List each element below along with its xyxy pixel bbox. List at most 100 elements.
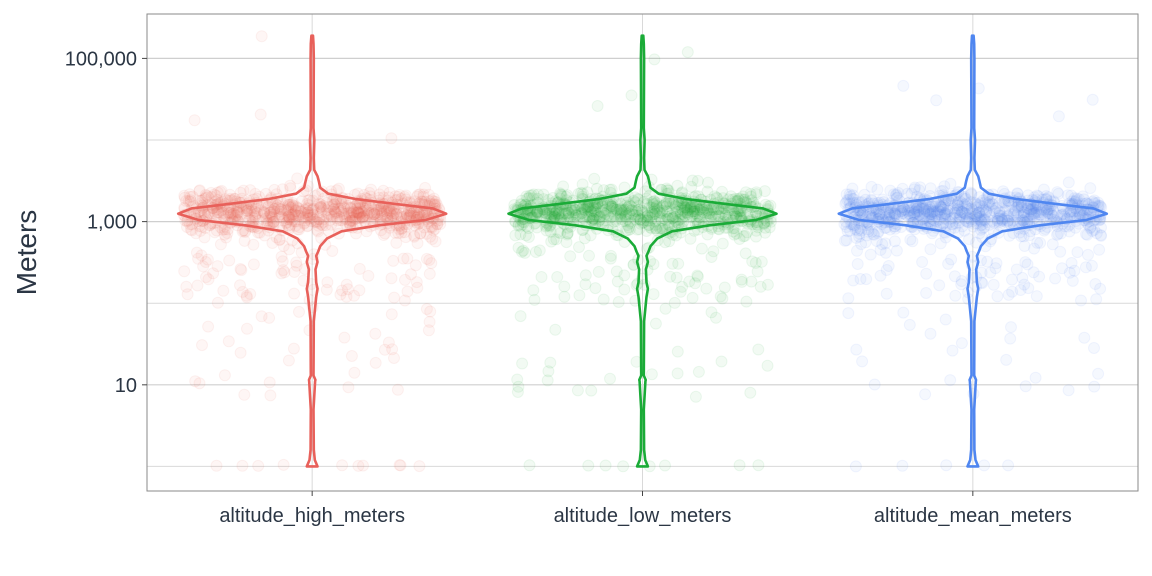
jitter-point xyxy=(593,201,606,214)
jitter-point xyxy=(267,215,280,228)
jitter-point xyxy=(559,207,572,220)
jitter-point xyxy=(329,205,342,218)
jitter-point xyxy=(662,212,674,225)
jitter-point xyxy=(951,202,964,215)
jitter-point xyxy=(1001,210,1014,223)
jitter-point xyxy=(291,223,304,236)
jitter-point xyxy=(336,459,349,472)
jitter-point xyxy=(301,206,314,219)
jitter-point xyxy=(1054,245,1067,258)
jitter-point xyxy=(557,180,570,193)
jitter-point xyxy=(340,278,353,291)
jitter-point xyxy=(989,262,1002,275)
jitter-point xyxy=(410,276,423,289)
jitter-point xyxy=(650,200,663,213)
jitter-point xyxy=(308,215,321,228)
jitter-point xyxy=(389,190,402,203)
jitter-point xyxy=(332,182,345,195)
jitter-point xyxy=(1024,205,1037,218)
jitter-point xyxy=(647,288,660,301)
jitter-point xyxy=(981,216,994,228)
jitter-point xyxy=(289,219,302,232)
jitter-point xyxy=(701,212,714,225)
jitter-point xyxy=(526,192,539,205)
jitter-point xyxy=(914,181,927,194)
jitter-point xyxy=(231,203,243,216)
jitter-point xyxy=(660,200,673,213)
jitter-point xyxy=(283,221,296,234)
jitter-point xyxy=(345,350,358,362)
jitter-point xyxy=(1077,193,1090,206)
jitter-point xyxy=(214,238,227,251)
jitter-point xyxy=(298,216,311,229)
jitter-point xyxy=(1029,371,1042,384)
jitter-point xyxy=(277,458,290,471)
jitter-point xyxy=(317,213,330,226)
jitter-point xyxy=(1012,200,1025,213)
jitter-point xyxy=(584,202,597,214)
jitter-point xyxy=(990,207,1003,220)
jitter-point xyxy=(995,213,1008,226)
jitter-point xyxy=(839,197,852,210)
jitter-point xyxy=(226,208,239,221)
jitter-point xyxy=(971,212,984,225)
jitter-point xyxy=(290,215,303,228)
jitter-point xyxy=(542,207,555,220)
jitter-point xyxy=(424,221,437,234)
jitter-point xyxy=(889,209,902,222)
jitter-point xyxy=(649,207,662,220)
jitter-point xyxy=(305,215,318,228)
jitter-point xyxy=(896,204,909,217)
jitter-point xyxy=(697,206,710,219)
jitter-point xyxy=(1040,204,1053,217)
jitter-point xyxy=(573,289,586,302)
jitter-point xyxy=(589,282,602,295)
jitter-point xyxy=(370,206,383,219)
jitter-point xyxy=(924,182,937,195)
jitter-point xyxy=(1009,204,1022,217)
jitter-point xyxy=(656,200,669,213)
jitter-point xyxy=(351,207,364,219)
jitter-point xyxy=(903,204,916,217)
jitter-point xyxy=(255,310,268,323)
jitter-point xyxy=(667,203,680,216)
jitter-point xyxy=(525,189,538,202)
jitter-point xyxy=(544,225,557,238)
jitter-point xyxy=(1088,194,1101,207)
jitter-point xyxy=(289,204,302,217)
jitter-point xyxy=(289,205,302,217)
jitter-point xyxy=(632,193,645,206)
jitter-point xyxy=(209,207,222,220)
jitter-point xyxy=(759,226,772,239)
jitter-point xyxy=(356,211,369,224)
jitter-point xyxy=(235,264,248,277)
jitter-point xyxy=(618,283,631,296)
jitter-point xyxy=(401,252,414,265)
jitter-point xyxy=(928,205,941,218)
jitter-point xyxy=(1030,206,1043,219)
jitter-point xyxy=(915,202,928,215)
jitter-point xyxy=(917,200,930,213)
jitter-point xyxy=(636,216,649,229)
jitter-point xyxy=(571,212,584,225)
jitter-point xyxy=(240,291,253,304)
jitter-point xyxy=(516,357,529,370)
jitter-point xyxy=(512,219,525,232)
jitter-point xyxy=(958,207,971,220)
jitter-point xyxy=(610,204,623,217)
jitter-point xyxy=(358,214,371,227)
jitter-point xyxy=(687,207,700,220)
jitter-point xyxy=(387,207,400,220)
jitter-point xyxy=(290,256,303,269)
jitter-point xyxy=(311,224,324,236)
jitter-point xyxy=(734,209,746,222)
jitter-point xyxy=(945,218,958,230)
jitter-point xyxy=(320,196,333,209)
jitter-point xyxy=(752,343,765,356)
jitter-point xyxy=(735,275,748,288)
jitter-point xyxy=(1092,196,1105,209)
jitter-point xyxy=(928,214,941,227)
y-tick-label: 1,000 xyxy=(87,212,137,234)
jitter-point xyxy=(888,235,901,248)
jitter-point xyxy=(676,208,689,221)
